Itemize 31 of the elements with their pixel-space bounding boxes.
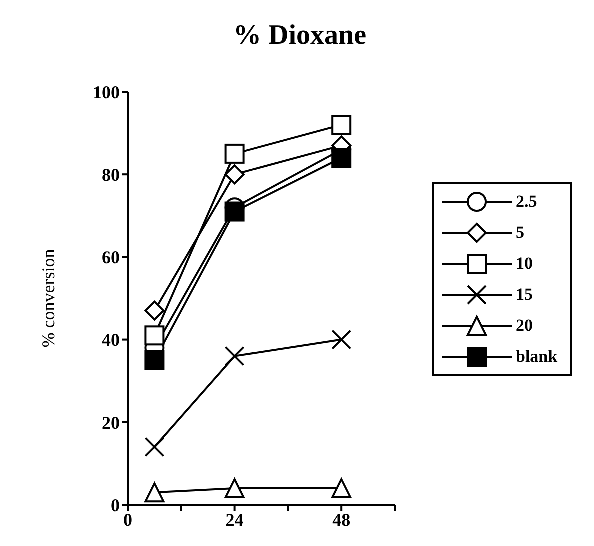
legend-label: 5 [516, 222, 524, 242]
y-tick-label: 60 [102, 248, 120, 268]
x-tick-label: 48 [332, 510, 351, 530]
point [332, 115, 352, 136]
point [144, 300, 165, 321]
x-tick-label: 0 [124, 510, 132, 530]
legend-label: 20 [516, 316, 533, 336]
point [144, 350, 165, 370]
y-tick-label: 80 [102, 164, 120, 185]
point [224, 478, 245, 498]
point [144, 326, 165, 346]
point [332, 330, 352, 350]
point [332, 478, 352, 498]
legend-label: 15 [516, 284, 533, 304]
point [332, 148, 352, 168]
point [224, 202, 245, 222]
legend-label: 2.5 [516, 192, 538, 212]
y-tick-label: 40 [102, 330, 120, 350]
point [144, 437, 165, 458]
y-axis-title: % conversion [38, 249, 58, 348]
point [144, 482, 165, 503]
x-tick-label: 24 [226, 510, 244, 530]
y-tick-label: 20 [102, 412, 120, 433]
y-tick-label: 100 [93, 82, 120, 102]
point [224, 144, 245, 164]
point [224, 346, 245, 366]
chart-title: % Dioxane [232, 20, 368, 52]
legend-label: blank [516, 346, 558, 366]
legend-label: 10 [516, 254, 533, 274]
point [224, 164, 245, 185]
y-tick-label: 0 [111, 495, 120, 516]
